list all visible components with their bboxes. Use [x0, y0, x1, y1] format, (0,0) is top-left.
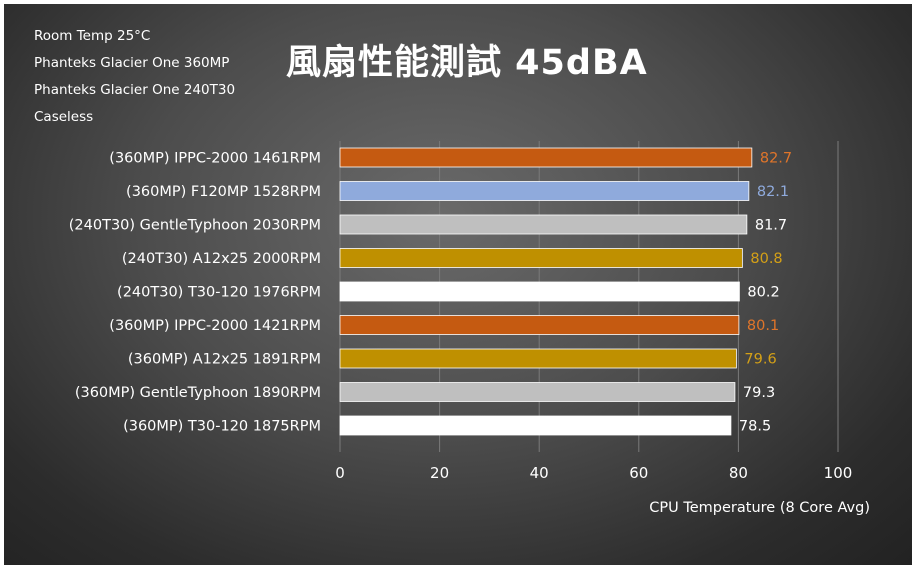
- chart-note: Caseless: [34, 109, 94, 125]
- category-label: (360MP) IPPC-2000 1461RPM: [109, 151, 321, 167]
- category-label: (360MP) GentleTyphoon 1890RPM: [75, 385, 321, 401]
- value-label: 82.7: [760, 151, 792, 167]
- category-label: (360MP) A12x25 1891RPM: [128, 352, 321, 368]
- value-label: 80.2: [747, 285, 779, 301]
- category-label: (360MP) T30-120 1875RPM: [123, 419, 321, 435]
- bar: [339, 415, 732, 436]
- value-label: 80.8: [750, 251, 782, 267]
- value-label: 81.7: [755, 218, 787, 234]
- category-label: (240T30) T30-120 1976RPM: [117, 285, 321, 301]
- chart-title: 風扇性能測試 45dBA: [286, 43, 648, 83]
- value-label: 82.1: [757, 184, 789, 200]
- x-tick-label: 60: [629, 464, 648, 482]
- value-label: 79.6: [744, 352, 776, 368]
- value-label: 79.3: [743, 385, 775, 401]
- bar-chart: 0 20 40 60 80 100 (360MP) IPPC-2000 1461RPM 82.…: [69, 141, 870, 516]
- chart-note: Phanteks Glacier One 360MP: [34, 55, 230, 71]
- chart-frame: Room Temp 25°C Phanteks Glacier One 360M…: [4, 4, 912, 565]
- bar: [339, 147, 753, 168]
- bar: [339, 315, 740, 335]
- bar: [339, 348, 737, 369]
- category-label: (360MP) F120MP 1528RPM: [126, 184, 321, 200]
- value-label: 78.5: [739, 419, 771, 435]
- chart-note: Phanteks Glacier One 240T30: [34, 82, 236, 98]
- bar: [339, 214, 748, 235]
- bar: [339, 382, 736, 402]
- x-tick-label: 20: [430, 464, 449, 482]
- x-axis-label: CPU Temperature (8 Core Avg): [649, 500, 870, 516]
- bar: [339, 281, 740, 302]
- category-label: (360MP) IPPC-2000 1421RPM: [109, 318, 321, 334]
- x-tick-label: 40: [530, 464, 549, 482]
- x-tick-label: 100: [824, 464, 853, 482]
- x-tick-label: 80: [729, 464, 748, 482]
- x-tick-label: 0: [335, 464, 345, 482]
- value-label: 80.1: [747, 318, 779, 334]
- chart-note: Room Temp 25°C: [34, 28, 151, 44]
- bar: [339, 181, 750, 201]
- bar: [339, 248, 743, 268]
- category-label: (240T30) GentleTyphoon 2030RPM: [69, 218, 321, 234]
- category-label: (240T30) A12x25 2000RPM: [122, 251, 321, 267]
